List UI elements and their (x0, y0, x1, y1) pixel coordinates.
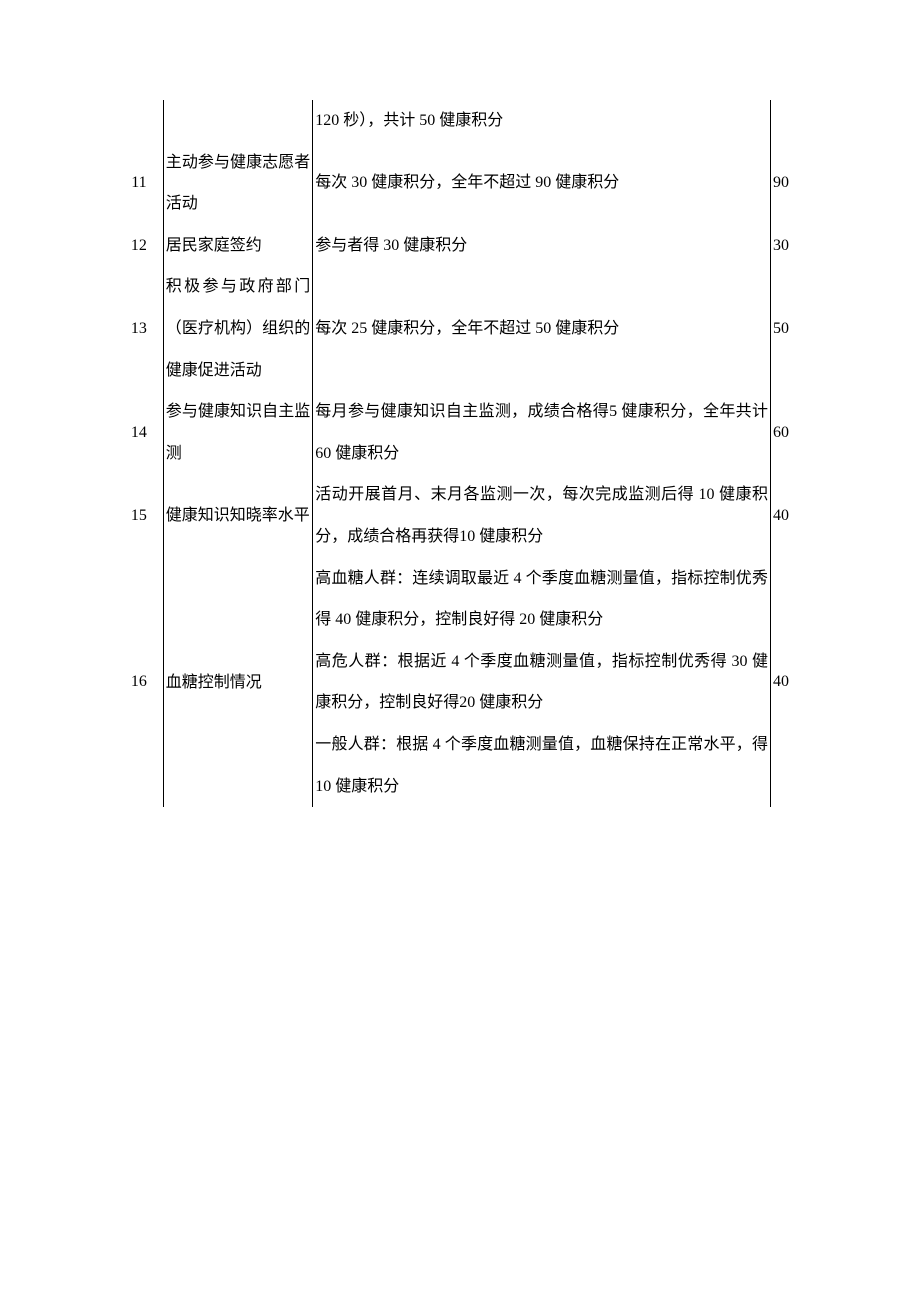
row-description: 参与者得 30 健康积分 (313, 225, 771, 267)
row-score: 40 (770, 474, 805, 557)
table-body: 120 秒），共计 50 健康积分11主动参与健康志愿者活动每次 30 健康积分… (115, 100, 805, 807)
row-number (115, 100, 163, 142)
table-row: 12居民家庭签约参与者得 30 健康积分30 (115, 225, 805, 267)
row-description: 每次 30 健康积分，全年不超过 90 健康积分 (313, 142, 771, 225)
row-description: 120 秒），共计 50 健康积分 (313, 100, 771, 142)
row-name (163, 100, 313, 142)
row-number: 12 (115, 225, 163, 267)
row-score: 50 (770, 266, 805, 391)
row-name: 积极参与政府部门（医疗机构）组织的健康促进活动 (163, 266, 313, 391)
table-row: 120 秒），共计 50 健康积分 (115, 100, 805, 142)
row-description: 活动开展首月、末月各监测一次，每次完成监测后得 10 健康积分，成绩合格再获得1… (313, 474, 771, 557)
row-number: 15 (115, 474, 163, 557)
row-description: 高血糖人群：连续调取最近 4 个季度血糖测量值，指标控制优秀得 40 健康积分，… (313, 558, 771, 808)
row-score: 30 (770, 225, 805, 267)
row-name: 参与健康知识自主监测 (163, 391, 313, 474)
row-score: 60 (770, 391, 805, 474)
row-name: 居民家庭签约 (163, 225, 313, 267)
row-score: 90 (770, 142, 805, 225)
health-points-table: 120 秒），共计 50 健康积分11主动参与健康志愿者活动每次 30 健康积分… (115, 100, 805, 807)
table-row: 14参与健康知识自主监测每月参与健康知识自主监测，成绩合格得5 健康积分，全年共… (115, 391, 805, 474)
row-description: 每月参与健康知识自主监测，成绩合格得5 健康积分，全年共计 60 健康积分 (313, 391, 771, 474)
row-number: 14 (115, 391, 163, 474)
row-name: 健康知识知晓率水平 (163, 474, 313, 557)
row-number: 11 (115, 142, 163, 225)
row-number: 16 (115, 558, 163, 808)
row-name: 血糖控制情况 (163, 558, 313, 808)
table-row: 13积极参与政府部门（医疗机构）组织的健康促进活动每次 25 健康积分，全年不超… (115, 266, 805, 391)
row-description: 每次 25 健康积分，全年不超过 50 健康积分 (313, 266, 771, 391)
row-score (770, 100, 805, 142)
table-row: 11主动参与健康志愿者活动每次 30 健康积分，全年不超过 90 健康积分90 (115, 142, 805, 225)
row-name: 主动参与健康志愿者活动 (163, 142, 313, 225)
table-row: 15健康知识知晓率水平活动开展首月、末月各监测一次，每次完成监测后得 10 健康… (115, 474, 805, 557)
row-score: 40 (770, 558, 805, 808)
table-row: 16血糖控制情况高血糖人群：连续调取最近 4 个季度血糖测量值，指标控制优秀得 … (115, 558, 805, 808)
row-number: 13 (115, 266, 163, 391)
